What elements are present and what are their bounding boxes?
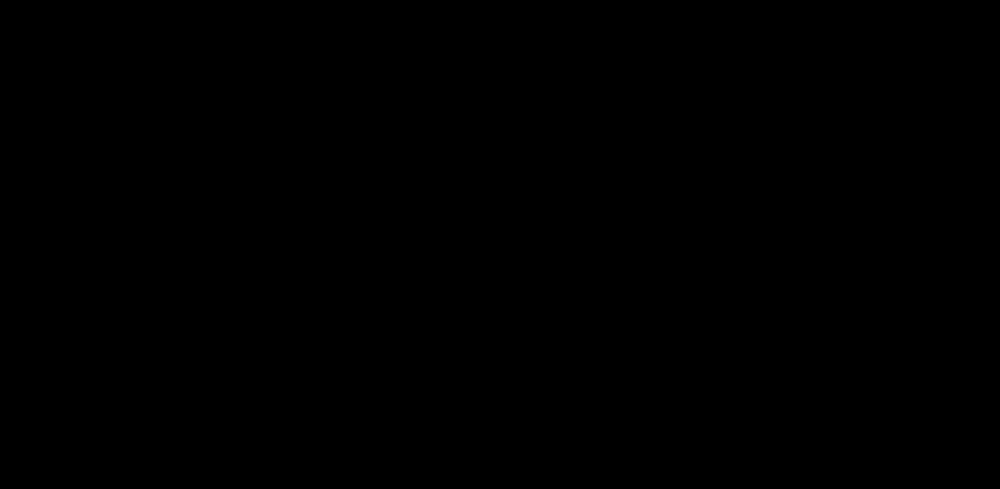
blank-screen xyxy=(0,0,1000,489)
